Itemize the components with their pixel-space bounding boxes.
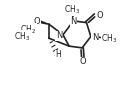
Text: N: N (56, 31, 62, 40)
Text: O: O (80, 57, 86, 66)
Text: O: O (96, 11, 103, 20)
Text: H: H (55, 50, 61, 59)
Text: O: O (34, 17, 40, 26)
Text: CH$_3$: CH$_3$ (101, 33, 117, 45)
Text: N: N (70, 17, 77, 26)
Text: N: N (92, 33, 98, 42)
Text: CH$_2$: CH$_2$ (20, 23, 36, 36)
Text: CH$_3$: CH$_3$ (64, 3, 80, 16)
Text: CH$_3$: CH$_3$ (14, 30, 30, 43)
Polygon shape (37, 20, 49, 24)
